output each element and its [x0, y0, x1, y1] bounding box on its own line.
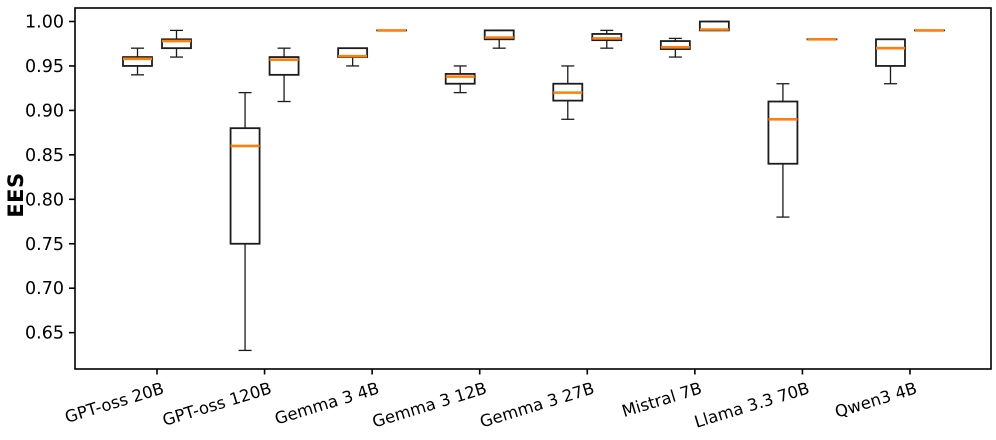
x-tick-label: Gemma 3 4B — [272, 379, 381, 429]
y-tick-label: 1.00 — [25, 13, 64, 33]
iqr-box — [767, 100, 799, 165]
y-axis: 0.65 0.70 0.75 0.80 0.85 0.90 0.95 1.00 — [25, 13, 75, 344]
x-tick-label: Llama 3.3 70B — [692, 379, 811, 432]
iqr-box — [591, 33, 623, 42]
x-tick-label: GPT-oss 20B — [63, 379, 167, 427]
iqr-box — [161, 38, 192, 50]
y-tick-label: 0.75 — [25, 235, 64, 255]
box-gemma-3-12b-1 — [444, 65, 476, 94]
box-qwen3-4b-1 — [875, 38, 906, 85]
iqr-box — [229, 127, 261, 245]
box-gpt-oss-120b-2 — [268, 47, 300, 103]
iqr-box — [122, 56, 153, 67]
box-gemma-3-4b-1 — [337, 47, 369, 67]
x-tick-label: GPT-oss 120B — [160, 379, 274, 430]
y-axis-title: EES — [4, 172, 28, 218]
x-tick-label: Gemma 3 12B — [370, 379, 489, 432]
iqr-box — [483, 29, 515, 41]
y-tick-label: 0.70 — [25, 279, 64, 299]
iqr-box — [875, 38, 906, 67]
box-gemma-3-12b-2 — [483, 29, 515, 49]
x-tick-label: Gemma 3 27B — [478, 379, 597, 432]
box-gpt-oss-20b-2 — [161, 29, 192, 58]
box-llama-3-3-70b-1 — [767, 83, 799, 218]
y-tick-label: 0.95 — [25, 57, 64, 77]
box-gemma-3-27b-1 — [552, 65, 584, 120]
box-gemma-3-27b-2 — [591, 29, 623, 49]
y-tick-label: 0.65 — [25, 324, 64, 344]
box-mistral-7b-1 — [659, 37, 691, 58]
box-gpt-oss-120b-1 — [229, 91, 261, 352]
y-tick-label: 0.85 — [25, 146, 64, 166]
y-tick-label: 0.90 — [25, 101, 64, 121]
x-tick-label: Qwen3 4B — [833, 379, 920, 422]
box-mistral-7b-2 — [698, 20, 730, 32]
box-gpt-oss-20b-1 — [122, 47, 153, 76]
plot-border — [74, 7, 992, 370]
x-tick-label: Mistral 7B — [620, 379, 704, 421]
iqr-box — [268, 56, 300, 76]
iqr-box — [444, 73, 476, 85]
y-tick-label: 0.80 — [25, 190, 64, 210]
iqr-box — [659, 40, 691, 50]
